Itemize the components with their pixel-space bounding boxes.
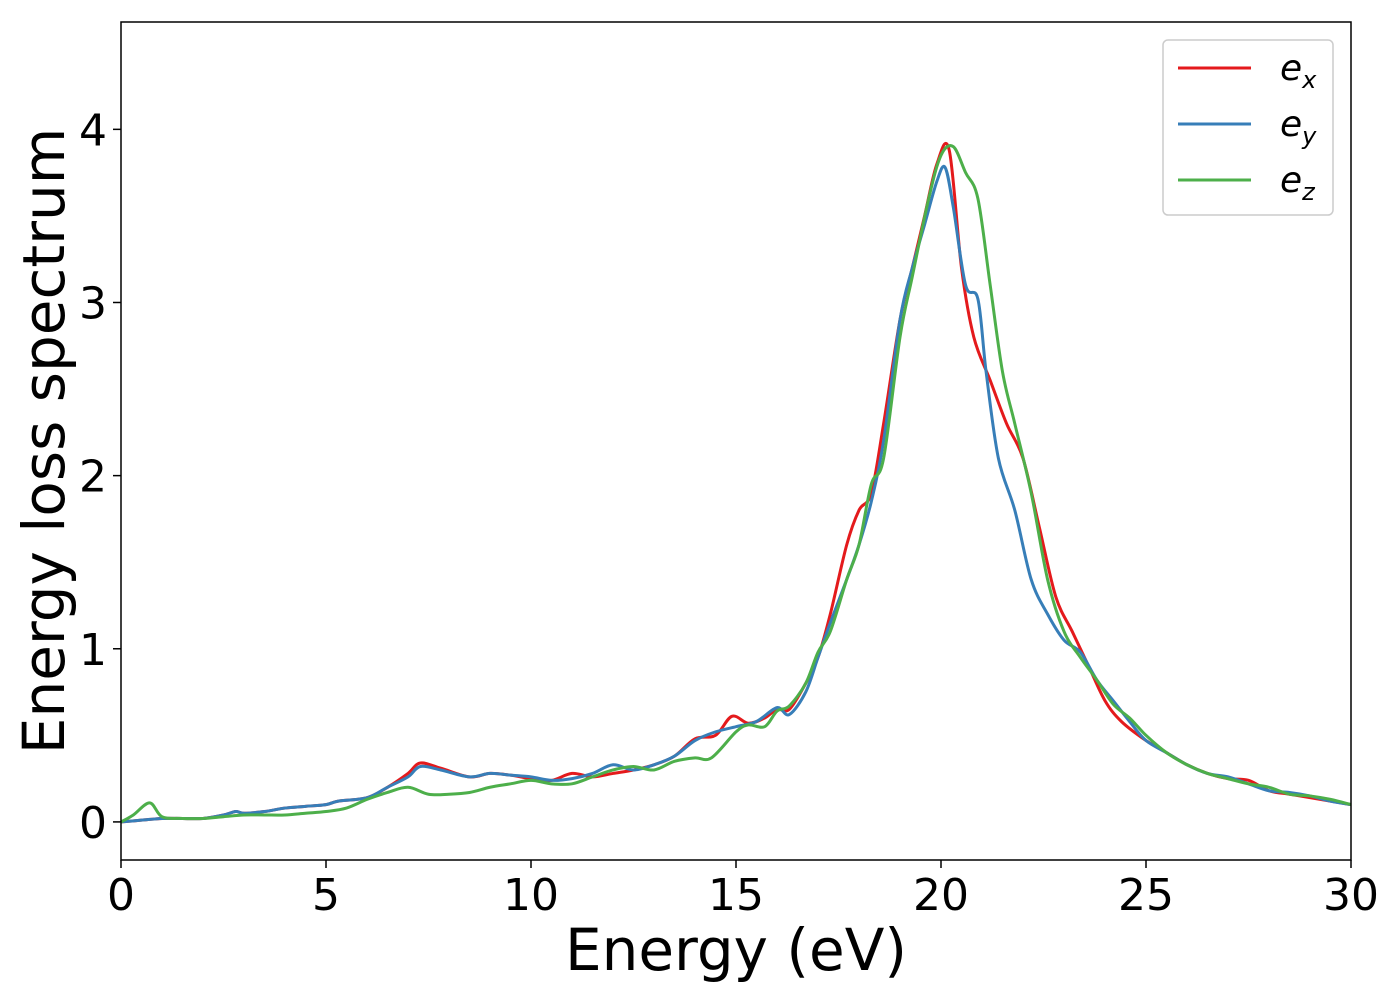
x-tick-label: 30 bbox=[1323, 870, 1379, 921]
x-tick-label: 20 bbox=[913, 870, 969, 921]
y-tick-label: 1 bbox=[79, 625, 107, 676]
legend-label-x: ex bbox=[1280, 48, 1317, 94]
y-tick-label: 3 bbox=[79, 278, 107, 329]
x-tick-label: 10 bbox=[503, 870, 559, 921]
series-line-z bbox=[121, 144, 1351, 824]
x-tick-label: 0 bbox=[107, 870, 135, 921]
y-axis-label: Energy loss spectrum bbox=[10, 128, 78, 754]
x-tick-label: 15 bbox=[708, 870, 764, 921]
legend-label-y: ey bbox=[1280, 104, 1317, 150]
x-ticks: 0 5 10 15 20 25 30 bbox=[107, 860, 1379, 921]
series-line-x bbox=[121, 141, 1351, 824]
y-tick-label: 4 bbox=[79, 105, 107, 156]
legend-label-z: ez bbox=[1280, 160, 1316, 206]
y-tick-label: 0 bbox=[79, 798, 107, 849]
series-line-y bbox=[121, 164, 1351, 824]
x-tick-label: 25 bbox=[1118, 870, 1174, 921]
x-tick-label: 5 bbox=[312, 870, 340, 921]
legend-box bbox=[1162, 39, 1334, 216]
x-axis-label: Energy (eV) bbox=[565, 916, 907, 984]
series-layer bbox=[121, 141, 1351, 824]
y-ticks: 0 1 2 3 4 bbox=[79, 105, 121, 849]
legend: ex ey ez bbox=[1162, 39, 1334, 216]
y-tick-label: 2 bbox=[79, 452, 107, 503]
